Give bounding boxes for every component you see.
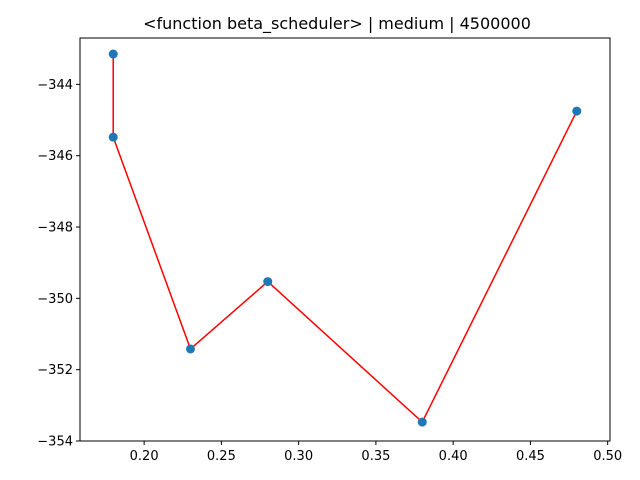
x-tick-label: 0.25 [207, 449, 236, 464]
x-tick-label: 0.35 [361, 449, 390, 464]
data-point [185, 344, 195, 354]
y-tick-label: −348 [37, 221, 73, 236]
x-tick-label: 0.50 [593, 449, 622, 464]
y-tick-label: −354 [37, 435, 73, 450]
x-axis: 0.20 0.25 0.30 0.35 0.40 0.45 0.50 [130, 441, 622, 464]
line-segment [267, 281, 423, 423]
y-tick-label: −344 [37, 78, 73, 93]
y-tick-label: −350 [37, 292, 73, 307]
line-segment [189, 281, 269, 350]
line-segment [112, 136, 192, 350]
data-point [108, 49, 118, 59]
x-tick-label: 0.40 [439, 449, 468, 464]
data-point [108, 132, 118, 142]
plot-frame [79, 37, 611, 442]
x-tick-label: 0.45 [516, 449, 545, 464]
y-axis: −354 −352 −350 −348 −346 −344 [37, 78, 80, 450]
line-segment [421, 110, 578, 423]
x-tick-label: 0.30 [284, 449, 313, 464]
data-point [263, 277, 273, 287]
y-tick-label: −346 [37, 149, 73, 164]
series-markers [108, 49, 582, 427]
data-point [417, 417, 427, 427]
chart-title: <function beta_scheduler> | medium | 450… [143, 14, 531, 34]
series-line [112, 54, 578, 423]
data-point [572, 106, 582, 116]
x-tick-label: 0.20 [130, 449, 159, 464]
y-tick-label: −352 [37, 363, 73, 378]
